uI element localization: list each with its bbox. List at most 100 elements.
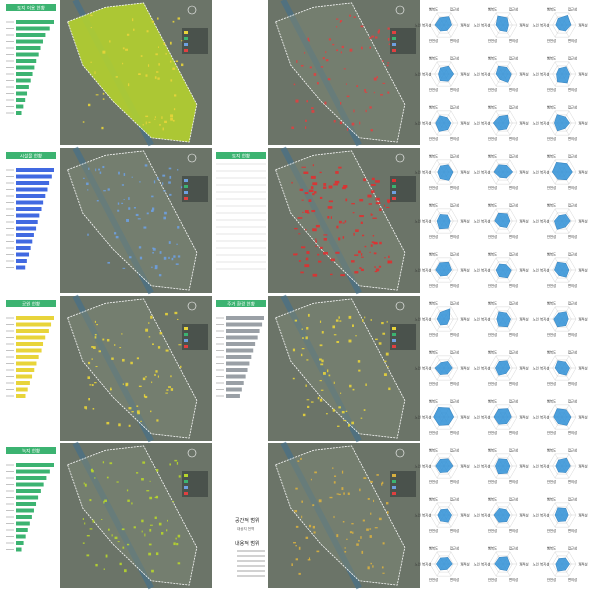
legend-swatch [392,197,396,200]
radar-axis-label: 편의성 [450,38,459,43]
map-feature [381,566,384,569]
map-feature [318,499,322,503]
map-feature [102,50,106,54]
radar-axis-label: 행복도 [429,448,438,453]
map-feature [352,212,355,214]
radar-axis-label: 행복도 [488,497,497,502]
map-feature [330,258,335,262]
map-feature [154,516,157,519]
radar-axis-label: 편의성 [450,528,459,533]
map-feature [336,26,338,28]
map-feature [170,79,173,82]
map-feature [294,319,298,322]
map-feature [92,346,96,349]
map-feature [319,320,322,323]
map-feature [297,460,300,462]
map-feature [333,515,335,519]
map-feature [170,114,174,118]
map-feature [369,535,372,538]
map-feature [315,240,317,243]
radar-axis-label: 접근성 [568,203,577,208]
map-feature [378,517,382,521]
bar [16,482,44,487]
bar [16,220,38,224]
radar-axis-label: 안전성 [488,87,497,92]
map-feature [106,338,110,342]
map-feature [370,562,372,565]
map-feature [94,334,97,336]
map-feature [111,534,113,537]
map-feature [362,234,365,237]
map-feature [163,256,167,260]
map-feature [162,174,166,177]
map-feature [298,260,302,262]
radar-axis-label: 쾌적성 [578,365,587,370]
map-feature [351,421,355,425]
map-feature [372,235,375,237]
map-feature [177,534,181,538]
map-feature [177,562,181,565]
map-feature [364,245,367,248]
map-feature [122,62,124,65]
panel-title-bar [6,152,56,159]
map-feature [122,546,125,549]
radar-axis-label: 행복도 [547,448,556,453]
map-feature [364,89,366,92]
radar-axis-label: 편의성 [568,332,577,337]
radar-axis-label: 행복도 [488,546,497,551]
radar-axis-label: 편의성 [450,577,459,582]
map-feature [301,348,305,350]
radar-area [436,308,451,326]
radar-axis-label: 노인 복지성 [474,22,491,27]
radar-axis-label: 행복도 [429,7,438,12]
map-feature [107,261,111,264]
map-feature [129,256,132,259]
map-feature [319,398,323,402]
radar-axis-label: 안전성 [488,332,497,337]
bar [16,52,39,57]
radar-axis-label: 접근성 [450,105,459,110]
bar [16,515,32,519]
map-feature [325,51,327,54]
map-feature [351,523,354,525]
map-feature [306,251,310,254]
map-feature [316,550,320,553]
map-feature [114,232,117,235]
map-feature [126,218,129,222]
bar [16,33,46,37]
radar-axis-label: 쾌적성 [519,414,528,419]
map-feature [375,338,378,341]
radar-area [554,214,571,230]
radar-axis-label: 노인 복지성 [533,463,550,468]
map-feature [386,320,388,323]
bar [226,316,264,320]
map-feature [360,253,363,256]
map-region [275,298,406,439]
map-feature [340,274,345,277]
radar-axis-label: 접근성 [568,301,577,306]
legend-swatch [392,333,396,336]
radar-area [554,261,570,278]
radar-axis-label: 안전성 [429,528,438,533]
map-feature [382,332,386,335]
radar-axis-label: 노인 복지성 [474,463,491,468]
legend-swatch [184,31,188,34]
map-feature [345,198,348,202]
map-feature [310,478,312,481]
map-feature [378,265,382,268]
bar [16,342,44,346]
map-feature [140,55,143,57]
map-feature [347,423,350,427]
radar-axis-label: 쾌적성 [578,512,587,517]
map-feature [137,412,140,415]
map-feature [175,263,179,265]
radar-axis-label: 편의성 [568,430,577,435]
radar-axis-label: 행복도 [429,203,438,208]
map-feature [168,256,170,259]
radar-axis-label: 안전성 [429,234,438,239]
map-feature [148,121,151,124]
legend-swatch [392,43,396,46]
radar-axis-label: 쾌적성 [519,218,528,223]
map-feature [315,245,318,247]
map-feature [168,386,172,388]
